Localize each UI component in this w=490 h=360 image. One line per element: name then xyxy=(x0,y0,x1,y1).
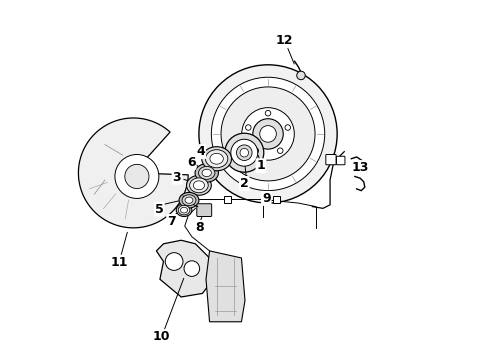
Ellipse shape xyxy=(176,204,192,216)
Ellipse shape xyxy=(187,175,211,195)
Ellipse shape xyxy=(205,150,228,168)
Circle shape xyxy=(211,77,325,190)
Circle shape xyxy=(237,145,252,161)
Circle shape xyxy=(231,139,258,166)
Circle shape xyxy=(115,154,159,198)
FancyBboxPatch shape xyxy=(337,156,345,165)
Text: 6: 6 xyxy=(187,156,196,169)
FancyBboxPatch shape xyxy=(197,204,212,216)
FancyBboxPatch shape xyxy=(326,154,336,165)
Ellipse shape xyxy=(178,205,190,215)
Circle shape xyxy=(260,126,276,142)
Circle shape xyxy=(240,148,248,157)
Text: 9: 9 xyxy=(262,192,270,205)
Polygon shape xyxy=(156,240,213,297)
Circle shape xyxy=(225,133,264,172)
Circle shape xyxy=(221,87,315,181)
Polygon shape xyxy=(78,118,188,228)
Text: 10: 10 xyxy=(153,330,171,343)
Ellipse shape xyxy=(194,181,204,190)
Ellipse shape xyxy=(180,207,188,213)
Text: 1: 1 xyxy=(257,159,265,172)
Ellipse shape xyxy=(210,153,223,164)
Text: 11: 11 xyxy=(110,256,128,269)
Circle shape xyxy=(297,71,305,80)
Circle shape xyxy=(285,125,291,130)
Circle shape xyxy=(245,125,251,130)
Circle shape xyxy=(277,148,283,153)
FancyBboxPatch shape xyxy=(224,196,231,203)
Ellipse shape xyxy=(185,197,193,203)
Circle shape xyxy=(253,119,283,149)
Ellipse shape xyxy=(198,166,215,179)
Text: 4: 4 xyxy=(196,145,205,158)
Circle shape xyxy=(242,108,294,160)
Circle shape xyxy=(184,261,199,276)
Ellipse shape xyxy=(195,164,219,182)
Text: 5: 5 xyxy=(155,203,164,216)
Text: 8: 8 xyxy=(196,221,204,234)
Text: 2: 2 xyxy=(240,177,248,190)
Text: 13: 13 xyxy=(351,161,369,174)
Ellipse shape xyxy=(202,169,211,177)
Ellipse shape xyxy=(179,192,199,208)
Circle shape xyxy=(265,111,271,116)
Ellipse shape xyxy=(202,147,232,171)
Circle shape xyxy=(199,65,337,203)
Text: 3: 3 xyxy=(172,171,181,184)
Ellipse shape xyxy=(190,178,208,193)
Circle shape xyxy=(165,253,183,270)
Polygon shape xyxy=(206,251,245,322)
FancyBboxPatch shape xyxy=(273,196,280,203)
Circle shape xyxy=(125,165,149,189)
Circle shape xyxy=(253,148,259,153)
Text: 12: 12 xyxy=(275,34,293,47)
Ellipse shape xyxy=(182,195,196,206)
Text: 7: 7 xyxy=(167,215,176,228)
